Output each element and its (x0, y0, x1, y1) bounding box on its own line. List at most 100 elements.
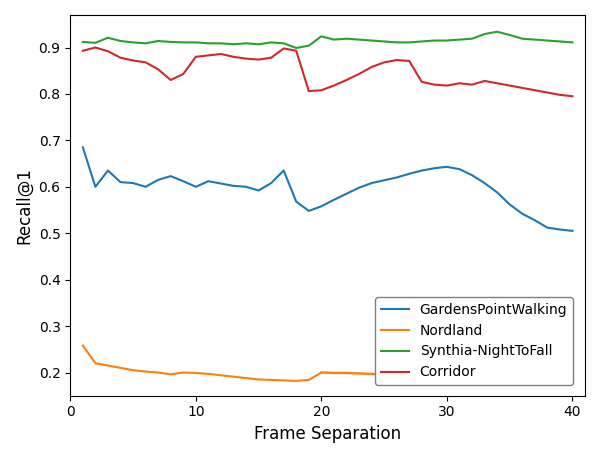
GardensPointWalking (230, 183, 237, 189)
GardensPointWalking (481, 180, 488, 186)
Corridor (481, 78, 488, 84)
Nordland (130, 367, 137, 373)
Synthia-NightToFall (217, 41, 224, 46)
Corridor (293, 48, 300, 54)
Nordland (205, 371, 212, 376)
Synthia-NightToFall (305, 43, 313, 49)
Corridor (167, 77, 175, 83)
Nordland (242, 375, 250, 381)
Synthia-NightToFall (331, 37, 338, 42)
Nordland (544, 379, 551, 384)
Synthia-NightToFall (368, 38, 375, 44)
GardensPointWalking (79, 145, 86, 150)
GardensPointWalking (406, 171, 413, 176)
GardensPointWalking (268, 180, 275, 186)
Corridor (418, 79, 425, 85)
Corridor (456, 81, 463, 86)
Nordland (155, 370, 162, 375)
Nordland (104, 363, 112, 368)
Synthia-NightToFall (518, 36, 526, 41)
Synthia-NightToFall (443, 38, 451, 44)
Nordland (117, 365, 124, 371)
Nordland (305, 377, 313, 383)
GardensPointWalking (380, 178, 388, 183)
Nordland (343, 370, 350, 376)
Corridor (92, 45, 99, 50)
GardensPointWalking (155, 177, 162, 183)
GardensPointWalking (255, 188, 262, 193)
Nordland (431, 375, 438, 381)
GardensPointWalking (104, 168, 112, 173)
Corridor (255, 57, 262, 62)
GardensPointWalking (569, 228, 576, 234)
Corridor (531, 87, 538, 93)
Corridor (506, 83, 513, 88)
GardensPointWalking (556, 227, 563, 232)
Synthia-NightToFall (380, 39, 388, 44)
Corridor (305, 88, 313, 94)
Corridor (494, 81, 501, 86)
Synthia-NightToFall (130, 40, 137, 45)
Synthia-NightToFall (556, 39, 563, 44)
Synthia-NightToFall (179, 40, 187, 45)
Synthia-NightToFall (192, 40, 199, 45)
Corridor (155, 66, 162, 72)
GardensPointWalking (167, 174, 175, 179)
Synthia-NightToFall (255, 42, 262, 47)
Nordland (255, 377, 262, 382)
Synthia-NightToFall (431, 38, 438, 44)
Nordland (355, 371, 362, 376)
Corridor (242, 56, 250, 61)
Line: GardensPointWalking: GardensPointWalking (83, 147, 572, 231)
Nordland (418, 374, 425, 379)
Corridor (355, 71, 362, 76)
Nordland (318, 370, 325, 375)
Corridor (368, 64, 375, 70)
Nordland (142, 369, 149, 374)
GardensPointWalking (469, 172, 476, 178)
Corridor (331, 83, 338, 88)
Synthia-NightToFall (318, 33, 325, 39)
GardensPointWalking (343, 191, 350, 196)
GardensPointWalking (331, 197, 338, 202)
Synthia-NightToFall (104, 35, 112, 40)
Corridor (469, 82, 476, 87)
Corridor (268, 55, 275, 60)
GardensPointWalking (142, 184, 149, 190)
GardensPointWalking (205, 179, 212, 184)
Synthia-NightToFall (242, 41, 250, 46)
Nordland (494, 378, 501, 383)
Nordland (456, 376, 463, 382)
Synthia-NightToFall (92, 40, 99, 46)
Corridor (380, 60, 388, 65)
Corridor (117, 55, 124, 60)
Nordland (268, 377, 275, 383)
Synthia-NightToFall (205, 41, 212, 46)
Corridor (318, 87, 325, 93)
Synthia-NightToFall (469, 36, 476, 41)
Corridor (569, 93, 576, 99)
Synthia-NightToFall (117, 38, 124, 44)
GardensPointWalking (179, 179, 187, 184)
Nordland (293, 378, 300, 384)
Corridor (230, 54, 237, 60)
Nordland (92, 360, 99, 366)
GardensPointWalking (544, 225, 551, 230)
Nordland (331, 370, 338, 376)
GardensPointWalking (318, 203, 325, 209)
GardensPointWalking (217, 181, 224, 186)
Corridor (104, 49, 112, 54)
Synthia-NightToFall (355, 37, 362, 42)
Y-axis label: Recall@1: Recall@1 (15, 167, 33, 244)
GardensPointWalking (443, 164, 451, 169)
GardensPointWalking (456, 166, 463, 172)
Nordland (79, 343, 86, 349)
Nordland (393, 372, 400, 377)
Synthia-NightToFall (531, 37, 538, 42)
Synthia-NightToFall (481, 31, 488, 37)
Synthia-NightToFall (268, 40, 275, 45)
Nordland (469, 377, 476, 382)
Nordland (569, 379, 576, 385)
GardensPointWalking (242, 184, 250, 190)
Corridor (142, 60, 149, 65)
